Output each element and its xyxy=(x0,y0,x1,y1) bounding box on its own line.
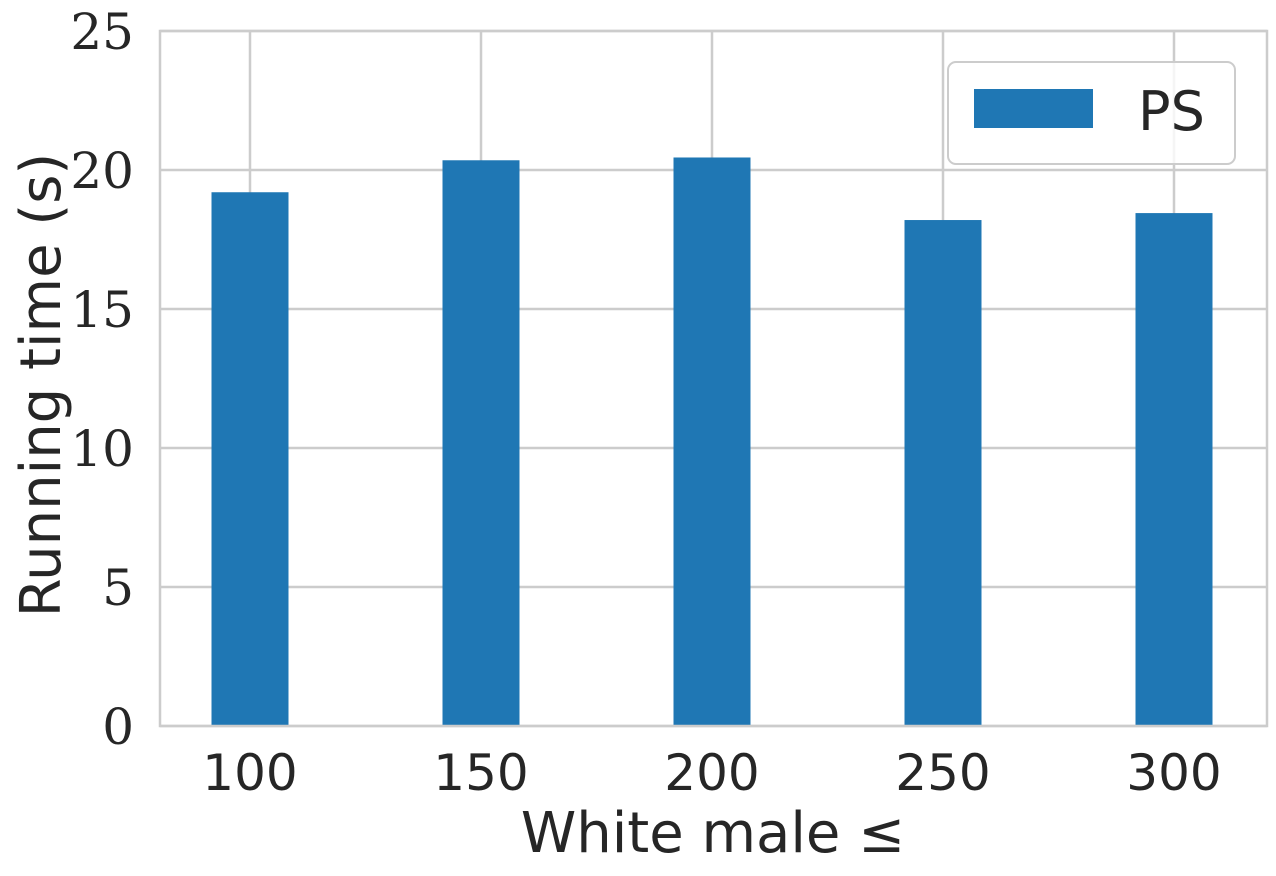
x-tick-labels: 100 150 200 250 300 xyxy=(202,744,1221,802)
bar-200 xyxy=(673,157,751,727)
bar-250 xyxy=(904,220,982,727)
y-tick-labels: 0 5 10 15 20 25 xyxy=(70,3,134,756)
y-tick-label: 0 xyxy=(102,698,134,756)
x-tick-label: 100 xyxy=(202,744,297,802)
bar-100 xyxy=(211,192,289,727)
legend-label-ps: PS xyxy=(1138,80,1205,143)
x-tick-label: 250 xyxy=(895,744,990,802)
legend: PS xyxy=(947,61,1236,165)
y-tick-label: 25 xyxy=(70,3,134,61)
bar-300 xyxy=(1135,213,1213,727)
x-tick-label: 200 xyxy=(664,744,759,802)
plot-frame xyxy=(158,29,1269,728)
y-tick-label: 10 xyxy=(70,420,134,478)
x-axis-title: White male ≤ xyxy=(521,801,905,866)
x-tick-label: 300 xyxy=(1126,744,1221,802)
legend-swatch-ps xyxy=(974,89,1093,128)
y-tick-label: 5 xyxy=(102,559,134,617)
y-tick-label: 20 xyxy=(70,142,134,200)
y-axis-title: Running time (s) xyxy=(9,153,74,617)
bars xyxy=(211,157,1213,727)
x-tick-label: 150 xyxy=(433,744,528,802)
bar-150 xyxy=(442,160,520,726)
y-tick-label: 15 xyxy=(70,281,134,339)
